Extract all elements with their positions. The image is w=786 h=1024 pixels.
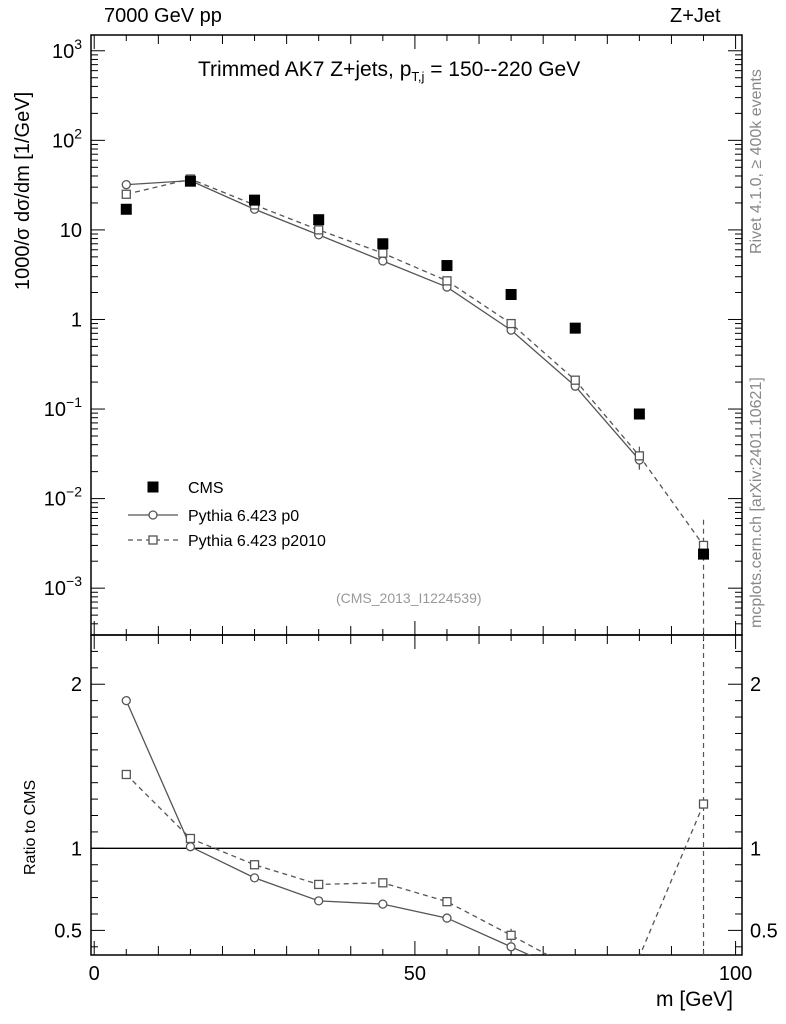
y-tick-label-ratio-left: 2 [71, 674, 82, 696]
y-tick-label-main: 102 [52, 125, 82, 152]
header-energy: 7000 GeV pp [104, 5, 222, 27]
data-point [249, 860, 260, 870]
analysis-id: (CMS_2013_I1224539) [336, 590, 482, 606]
legend-marker [147, 481, 159, 493]
data-point [698, 548, 710, 560]
mcplots-label: mcplots.cern.ch [arXiv:2401.10621] [748, 377, 765, 628]
y-tick-label-ratio-right: 1 [750, 838, 761, 860]
data-point [184, 175, 196, 187]
y-tick-label-ratio-left: 0.5 [54, 920, 82, 942]
ratio-frame [90, 634, 743, 956]
series-line-r0 [125, 700, 532, 955]
data-point [506, 942, 516, 952]
data-point [506, 318, 516, 329]
y-axis-label-main: 1000/σ dσ/dm [1/GeV] [12, 91, 34, 290]
data-point [314, 896, 324, 906]
rivet-label: Rivet 4.1.0, ≥ 400k events [748, 69, 765, 254]
legend-label: Pythia 6.423 p2010 [188, 533, 326, 550]
data-point [313, 214, 325, 226]
data-point [121, 769, 131, 780]
data-point [633, 408, 645, 420]
legend-marker [148, 535, 158, 545]
x-tick-label: 50 [404, 963, 426, 985]
data-point [378, 248, 388, 258]
data-point [569, 322, 581, 334]
series-line-r1 [125, 774, 705, 955]
data-point [121, 695, 131, 706]
y-tick-label-ratio-right: 2 [750, 674, 761, 696]
data-point [634, 451, 645, 461]
data-point [378, 256, 388, 266]
y-axis-label-ratio: Ratio to CMS [22, 779, 39, 875]
data-point [505, 289, 517, 301]
data-point [570, 375, 580, 385]
data-point [314, 225, 324, 235]
y-tick-label-main: 10−3 [44, 573, 82, 600]
x-tick-label: 0 [89, 963, 100, 985]
data-point [378, 899, 388, 909]
x-axis-label: m [GeV] [656, 988, 734, 1011]
series-line-1 [126, 178, 705, 546]
y-tick-label-main: 10 [60, 220, 82, 242]
data-point [249, 194, 261, 206]
data-point [506, 930, 516, 940]
header-process: Z+Jet [670, 5, 721, 27]
chart-title: Trimmed AK7 Z+jets, pT,j = 150--220 GeV [198, 58, 581, 85]
legend-marker [148, 510, 158, 520]
y-tick-label-main: 103 [52, 36, 82, 63]
data-point [120, 203, 132, 215]
data-point [698, 540, 709, 551]
data-point [441, 260, 453, 272]
data-point [378, 878, 388, 888]
y-tick-label-ratio-left: 1 [71, 838, 82, 860]
data-point [121, 180, 131, 190]
y-tick-label-main: 10−2 [44, 484, 82, 511]
data-point [377, 238, 389, 250]
data-point [314, 879, 324, 890]
data-point [442, 276, 452, 286]
data-point [185, 842, 196, 852]
y-tick-label-ratio-right: 0.5 [750, 920, 778, 942]
series-line-0 [126, 179, 640, 461]
data-point [185, 833, 196, 844]
data-point [249, 873, 260, 883]
x-tick-label: 100 [719, 963, 752, 985]
y-tick-label-main: 10−1 [44, 394, 82, 421]
legend-label: CMS [188, 480, 224, 497]
data-point [698, 799, 709, 809]
legend-label: Pythia 6.423 p0 [188, 508, 299, 525]
data-point [121, 189, 131, 199]
data-point [442, 913, 452, 923]
data-point [442, 897, 452, 907]
y-tick-label-main: 1 [71, 309, 82, 331]
